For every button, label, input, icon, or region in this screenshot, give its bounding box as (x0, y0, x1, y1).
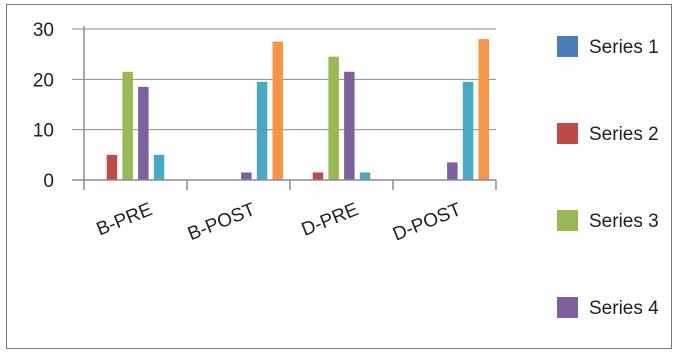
legend-label: Series 2 (589, 124, 659, 145)
legend-swatch (557, 123, 578, 144)
bar (122, 71, 133, 180)
legend-label: Series 1 (589, 37, 659, 58)
bars (106, 39, 489, 181)
y-tick-label: 30 (33, 20, 54, 41)
bar (447, 162, 458, 180)
legend-swatch (557, 36, 578, 57)
bar (344, 71, 355, 180)
x-tick-label: B-PRE (94, 199, 156, 240)
bar (359, 172, 371, 180)
gridlines (72, 28, 496, 131)
axes (72, 26, 497, 190)
bar (478, 39, 489, 180)
bar (106, 154, 118, 180)
bar (312, 172, 324, 180)
y-tick-labels: 0 10 20 30 (33, 20, 54, 192)
bar (241, 172, 252, 180)
bar (153, 154, 165, 180)
y-tick-label: 0 (43, 171, 54, 192)
y-tick-label: 10 (33, 121, 54, 142)
x-tick-label: B-POST (185, 199, 259, 245)
x-tick-labels: B-PRE B-POST D-PRE D-POST (94, 199, 465, 246)
bar (462, 81, 474, 180)
x-tick-label: D-POST (390, 199, 465, 246)
legend-label: Series 4 (589, 298, 659, 319)
bar (272, 41, 283, 181)
bar (328, 56, 339, 180)
legend: Series 1 Series 2 Series 3 Series 4 (557, 36, 659, 319)
x-tick-label: D-PRE (299, 199, 362, 241)
legend-swatch (557, 210, 578, 231)
bar (256, 81, 268, 180)
legend-swatch (557, 297, 578, 318)
bar (138, 86, 149, 180)
legend-label: Series 3 (589, 211, 659, 232)
y-tick-label: 20 (33, 70, 54, 91)
